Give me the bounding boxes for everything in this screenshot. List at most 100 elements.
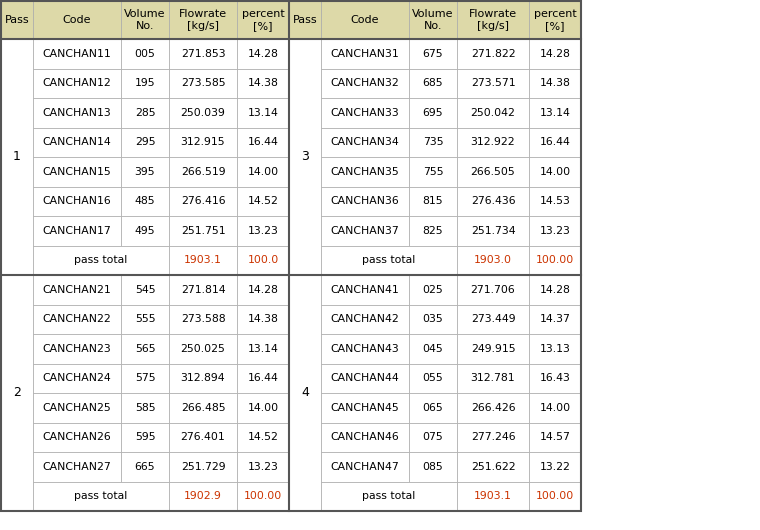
Bar <box>321 187 409 216</box>
Bar <box>321 39 409 68</box>
Text: 595: 595 <box>135 432 155 442</box>
Text: 16.43: 16.43 <box>540 373 571 383</box>
Text: CANCHAN37: CANCHAN37 <box>331 226 399 236</box>
Text: 1902.9: 1902.9 <box>184 491 222 501</box>
Bar <box>321 68 409 98</box>
Text: pass total: pass total <box>363 491 416 501</box>
Text: 249.915: 249.915 <box>470 344 515 354</box>
Text: 14.00: 14.00 <box>248 167 279 176</box>
Bar <box>33 334 121 364</box>
Bar <box>237 128 289 157</box>
Bar <box>409 216 457 245</box>
Bar <box>529 98 581 128</box>
Bar <box>237 157 289 187</box>
Text: 13.14: 13.14 <box>248 344 278 354</box>
Text: pass total: pass total <box>74 255 128 265</box>
Text: CANCHAN33: CANCHAN33 <box>331 108 399 118</box>
Bar <box>169 393 237 422</box>
Text: CANCHAN36: CANCHAN36 <box>331 196 399 206</box>
Bar <box>1 39 33 275</box>
Bar <box>33 1 121 39</box>
Bar <box>321 98 409 128</box>
Bar <box>169 422 237 452</box>
Bar <box>321 481 457 511</box>
Text: 13.14: 13.14 <box>540 108 571 118</box>
Text: CANCHAN22: CANCHAN22 <box>43 314 112 324</box>
Text: Flowrate
[kg/s]: Flowrate [kg/s] <box>179 9 227 31</box>
Bar <box>237 481 289 511</box>
Text: 13.13: 13.13 <box>540 344 571 354</box>
Text: CANCHAN42: CANCHAN42 <box>331 314 399 324</box>
Bar <box>457 364 529 393</box>
Text: 545: 545 <box>135 285 155 295</box>
Bar <box>1 275 33 511</box>
Bar <box>121 187 169 216</box>
Text: 14.53: 14.53 <box>540 196 571 206</box>
Text: 2: 2 <box>13 386 21 400</box>
Bar <box>33 68 121 98</box>
Text: 276.436: 276.436 <box>470 196 515 206</box>
Bar <box>169 364 237 393</box>
Text: 485: 485 <box>135 196 155 206</box>
Text: 271.706: 271.706 <box>470 285 515 295</box>
Bar <box>529 245 581 275</box>
Text: 075: 075 <box>423 432 443 442</box>
Bar <box>457 128 529 157</box>
Bar <box>457 216 529 245</box>
Text: 685: 685 <box>423 78 443 89</box>
Text: 575: 575 <box>135 373 155 383</box>
Bar <box>529 216 581 245</box>
Bar <box>237 245 289 275</box>
Text: Volume
No.: Volume No. <box>124 9 166 31</box>
Text: 065: 065 <box>423 403 443 413</box>
Text: CANCHAN21: CANCHAN21 <box>43 285 112 295</box>
Text: 312.922: 312.922 <box>470 137 515 147</box>
Text: 825: 825 <box>423 226 443 236</box>
Bar <box>457 187 529 216</box>
Text: 1: 1 <box>13 151 21 163</box>
Bar <box>529 422 581 452</box>
Bar <box>529 393 581 422</box>
Bar <box>169 245 237 275</box>
Bar <box>409 364 457 393</box>
Bar <box>121 128 169 157</box>
Bar <box>321 364 409 393</box>
Text: 312.781: 312.781 <box>470 373 515 383</box>
Bar <box>321 305 409 334</box>
Bar <box>169 1 237 39</box>
Bar <box>321 422 409 452</box>
Text: 14.28: 14.28 <box>248 285 278 295</box>
Text: 312.915: 312.915 <box>181 137 225 147</box>
Bar <box>33 128 121 157</box>
Bar <box>321 216 409 245</box>
Bar <box>33 187 121 216</box>
Bar <box>237 364 289 393</box>
Text: CANCHAN23: CANCHAN23 <box>43 344 112 354</box>
Bar <box>529 481 581 511</box>
Text: CANCHAN26: CANCHAN26 <box>43 432 112 442</box>
Text: 277.246: 277.246 <box>470 432 515 442</box>
Text: 085: 085 <box>423 462 443 472</box>
Bar <box>529 68 581 98</box>
Bar <box>409 1 457 39</box>
Bar <box>529 275 581 305</box>
Text: 14.38: 14.38 <box>540 78 571 89</box>
Bar <box>121 98 169 128</box>
Text: 250.039: 250.039 <box>181 108 226 118</box>
Bar <box>237 393 289 422</box>
Text: 695: 695 <box>423 108 443 118</box>
Text: 273.571: 273.571 <box>470 78 515 89</box>
Bar <box>169 68 237 98</box>
Text: 273.449: 273.449 <box>470 314 515 324</box>
Bar <box>321 452 409 481</box>
Bar <box>237 187 289 216</box>
Bar <box>237 422 289 452</box>
Bar <box>409 157 457 187</box>
Bar <box>1 1 33 39</box>
Bar <box>121 275 169 305</box>
Text: CANCHAN11: CANCHAN11 <box>43 49 112 59</box>
Text: 005: 005 <box>135 49 156 59</box>
Text: CANCHAN13: CANCHAN13 <box>43 108 112 118</box>
Bar <box>237 68 289 98</box>
Text: 266.426: 266.426 <box>470 403 515 413</box>
